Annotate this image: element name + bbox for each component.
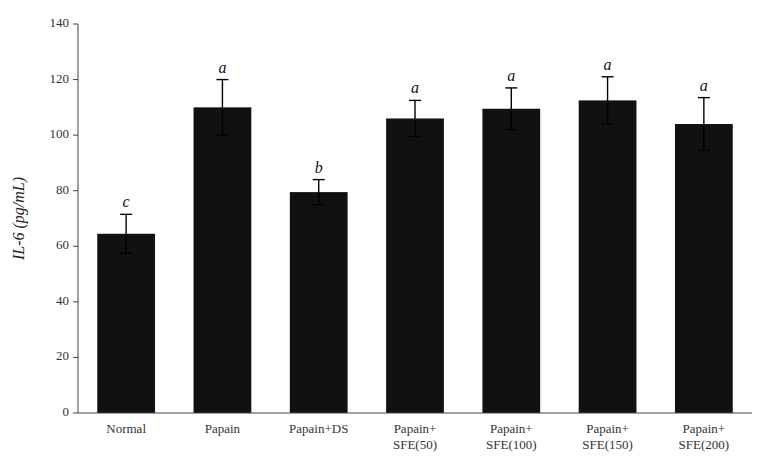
error-cap [698,150,710,151]
y-tick [73,190,78,191]
error-stem [125,214,126,253]
error-bar [698,98,710,151]
x-tick-label-line: Papain+ [682,421,725,436]
chart-svg: 0 20 40 60 80 100 120 140 IL-6 (pg/mL) c a b a a a a Nor… [0,0,776,475]
y-tick-label: 140 [50,15,70,30]
x-tick-label: Papain+SFE(200) [679,421,730,452]
y-tick-label: 40 [56,293,69,308]
error-cap [313,204,325,205]
chart-container: 0 20 40 60 80 100 120 140 IL-6 (pg/mL) c a b a a a a Nor… [0,0,776,475]
x-tick-label-line: SFE(100) [486,437,537,452]
error-cap [120,214,132,215]
y-tick [73,357,78,358]
error-bar [602,77,614,124]
error-stem [607,77,608,124]
bar [386,118,444,413]
y-tick [73,246,78,247]
x-axis: NormalPapainPapain+DSPapain+SFE(50)Papai… [106,421,729,452]
plot-marks [97,77,732,413]
bar [194,107,252,413]
x-tick-label: Papain [205,421,241,436]
error-cap [216,79,228,80]
bar [579,100,637,413]
error-bar [409,100,421,136]
error-stem [414,100,415,136]
error-cap [409,136,421,137]
y-tick-label: 80 [56,182,69,197]
error-cap [120,253,132,254]
x-tick-label-line: SFE(150) [582,437,633,452]
error-stem [703,98,704,151]
x-tick-label: Papain+DS [289,421,348,436]
y-tick-label: 100 [50,126,70,141]
error-cap [216,134,228,135]
y-tick-label: 20 [56,348,69,363]
error-bar [505,88,517,130]
error-stem [222,80,223,136]
significance-label: a [218,59,226,76]
y-tick-label: 120 [50,71,70,86]
significance-label: a [604,56,612,73]
x-tick-label-line: Papain+ [586,421,629,436]
y-tick-label: 0 [63,404,70,419]
y-axis-line [78,24,79,413]
x-tick-label: Papain+SFE(50) [393,421,437,452]
significance-label: b [315,159,323,176]
y-tick [73,24,78,25]
error-bar [120,214,132,253]
y-tick [73,79,78,80]
x-tick-label: Normal [106,421,146,436]
y-tick [73,301,78,302]
error-cap [313,179,325,180]
error-cap [698,97,710,98]
bar [482,109,540,413]
significance-label: a [411,79,419,96]
error-cap [602,123,614,124]
x-tick-label-line: SFE(50) [393,437,437,452]
x-axis-line [78,413,752,414]
error-cap [602,76,614,77]
x-tick-label-line: SFE(200) [679,437,730,452]
y-tick-label: 60 [56,237,69,252]
error-cap [505,87,517,88]
x-tick-label-line: Papain+ [394,421,437,436]
x-tick-label-line: Papain+ [490,421,533,436]
error-cap [505,129,517,130]
y-tick [73,135,78,136]
error-bar [216,80,228,136]
significance-labels: c a b a a a a [123,56,708,211]
y-tick [73,413,78,414]
x-tick-label: Papain+SFE(100) [486,421,537,452]
x-tick-label: Papain+SFE(150) [582,421,633,452]
significance-label: c [123,193,130,210]
error-bar [313,180,325,205]
error-stem [511,88,512,130]
x-tick-label-line: Normal [106,421,146,436]
y-axis-label: IL-6 (pg/mL) [10,177,28,261]
y-axis: 0 20 40 60 80 100 120 140 [50,15,79,419]
x-tick-label-line: Papain [205,421,241,436]
significance-label: a [700,77,708,94]
x-tick-label-line: Papain+DS [289,421,348,436]
error-cap [409,100,421,101]
bar [290,192,348,413]
bar [675,124,733,413]
error-stem [318,180,319,205]
bar [97,234,155,413]
significance-label: a [507,67,515,84]
